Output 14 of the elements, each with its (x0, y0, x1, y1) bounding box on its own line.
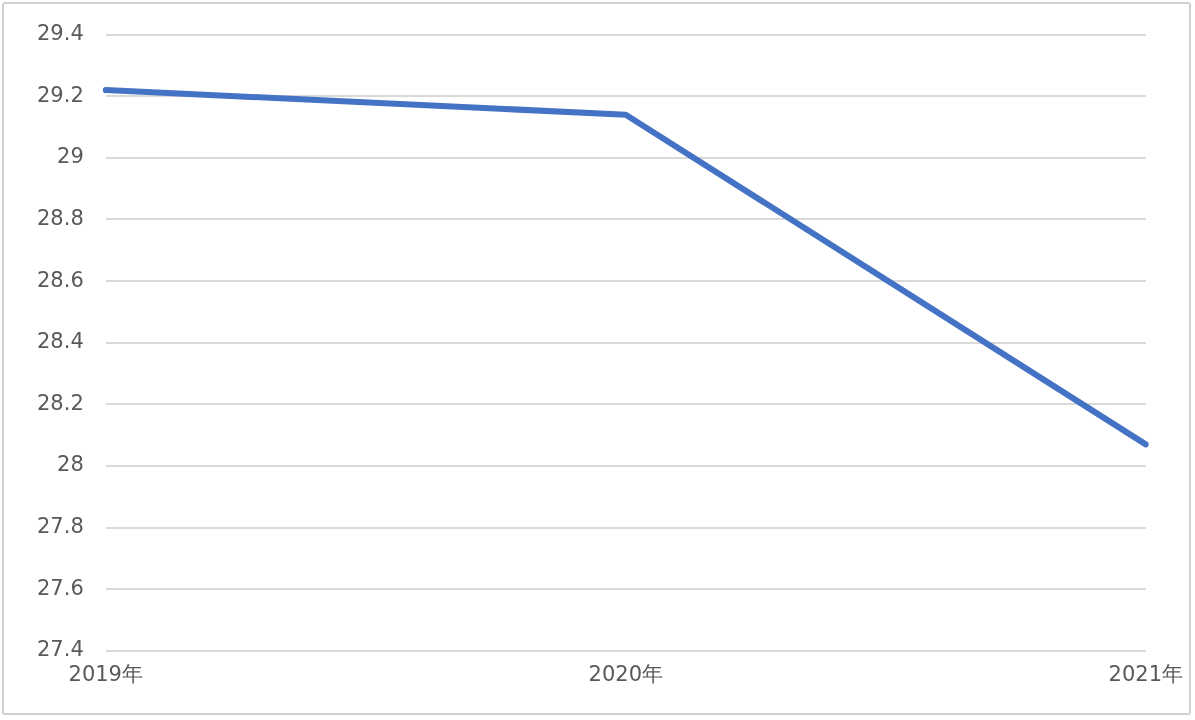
y-tick-label: 28.2 (36, 390, 84, 415)
x-tick-label: 2019年 (68, 661, 143, 686)
y-tick-label: 28.4 (36, 329, 84, 354)
y-tick-label: 28.6 (36, 267, 84, 292)
y-tick-label: 27.8 (36, 514, 84, 539)
y-tick-label: 28.8 (36, 205, 84, 230)
y-tick-label: 27.4 (36, 637, 84, 662)
y-tick-label: 27.6 (36, 575, 84, 600)
y-tick-label: 29.4 (36, 21, 84, 46)
y-tick-label: 29.2 (36, 82, 84, 107)
x-tick-label: 2020年 (588, 661, 663, 686)
y-tick-label: 28 (57, 452, 84, 477)
y-tick-label: 29 (57, 144, 84, 169)
x-tick-label: 2021年 (1108, 661, 1183, 686)
